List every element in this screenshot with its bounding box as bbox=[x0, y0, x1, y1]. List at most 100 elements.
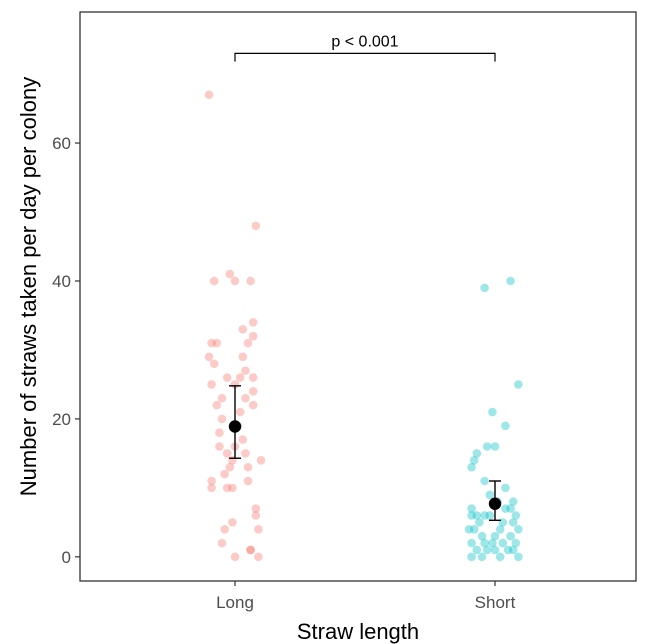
significance-label: p < 0.001 bbox=[331, 33, 398, 50]
data-point-short bbox=[506, 504, 515, 513]
data-point-long bbox=[243, 476, 253, 486]
data-point-short bbox=[490, 442, 500, 451]
data-point-long bbox=[209, 359, 219, 369]
points-layer bbox=[204, 90, 523, 562]
data-point-short bbox=[477, 552, 487, 562]
data-point-short bbox=[480, 511, 489, 520]
annotation-layer: p < 0.001 bbox=[234, 33, 496, 62]
data-point-long bbox=[251, 511, 261, 520]
data-point-long bbox=[228, 518, 237, 527]
data-point-short bbox=[467, 538, 476, 548]
data-point-long bbox=[225, 269, 235, 279]
data-point-short bbox=[472, 449, 482, 458]
data-point-long bbox=[238, 435, 248, 444]
data-point-short bbox=[508, 545, 518, 555]
data-point-short bbox=[467, 504, 476, 513]
data-point-short bbox=[467, 462, 476, 472]
data-point-short bbox=[469, 456, 479, 465]
data-point-long bbox=[246, 545, 255, 555]
data-point-long bbox=[243, 338, 253, 348]
x-tick-label: Long bbox=[216, 593, 254, 612]
data-point-short bbox=[475, 518, 484, 527]
data-point-long bbox=[241, 393, 250, 403]
data-point-short bbox=[511, 538, 521, 548]
data-point-short bbox=[488, 407, 497, 417]
data-point-short bbox=[482, 442, 492, 451]
data-point-long bbox=[230, 552, 240, 562]
data-point-long bbox=[243, 462, 253, 472]
data-point-short bbox=[490, 545, 500, 555]
data-point-long bbox=[204, 352, 214, 362]
data-point-short bbox=[480, 476, 489, 486]
data-point-short bbox=[506, 276, 515, 286]
data-point-long bbox=[246, 276, 255, 286]
data-point-short bbox=[472, 511, 482, 520]
data-point-short bbox=[501, 421, 510, 431]
y-tick-label: 60 bbox=[52, 134, 71, 153]
data-point-long bbox=[248, 318, 258, 327]
data-point-long bbox=[248, 331, 258, 341]
data-point-short bbox=[488, 538, 497, 548]
data-point-long bbox=[225, 462, 235, 472]
data-point-short bbox=[472, 545, 482, 555]
significance-bracket bbox=[234, 52, 496, 62]
data-point-long bbox=[220, 469, 229, 479]
data-point-long bbox=[251, 221, 261, 231]
data-point-long bbox=[246, 545, 255, 555]
data-point-short bbox=[485, 490, 495, 500]
data-point-long bbox=[217, 414, 227, 424]
data-point-long bbox=[248, 387, 258, 396]
data-point-long bbox=[220, 524, 229, 534]
data-point-long bbox=[222, 483, 232, 493]
y-tick-label: 40 bbox=[52, 272, 71, 291]
data-point-short bbox=[514, 552, 523, 562]
data-point-short bbox=[480, 538, 489, 548]
data-point-short bbox=[508, 497, 518, 506]
data-point-long bbox=[248, 373, 258, 382]
data-point-long bbox=[235, 373, 245, 382]
data-point-short bbox=[464, 524, 474, 534]
data-point-short bbox=[467, 511, 476, 520]
data-point-short bbox=[514, 524, 523, 534]
data-point-long bbox=[251, 504, 261, 513]
data-point-short bbox=[485, 511, 495, 520]
summary-layer bbox=[228, 385, 502, 522]
data-point-long bbox=[207, 380, 216, 389]
data-point-long bbox=[217, 393, 227, 403]
data-point-long bbox=[209, 276, 219, 286]
data-point-long bbox=[215, 428, 224, 438]
data-point-short bbox=[508, 518, 518, 527]
data-point-long bbox=[238, 324, 248, 334]
plot-panel-border bbox=[79, 11, 637, 582]
data-point-long bbox=[230, 276, 240, 286]
data-point-long bbox=[254, 552, 263, 562]
mean-point bbox=[228, 420, 242, 433]
data-point-long bbox=[222, 449, 232, 458]
data-point-long bbox=[238, 352, 248, 362]
axis-layer: 0 20 40 60 Long Short bbox=[52, 134, 516, 612]
data-point-short bbox=[490, 531, 500, 541]
data-point-long bbox=[241, 449, 250, 458]
y-tick-label: 20 bbox=[52, 410, 71, 429]
data-point-short bbox=[511, 511, 521, 520]
data-point-short bbox=[503, 545, 513, 555]
data-point-long bbox=[212, 338, 222, 348]
data-point-long bbox=[228, 483, 237, 493]
data-point-long bbox=[207, 338, 216, 348]
data-point-long bbox=[207, 483, 216, 493]
data-point-short bbox=[480, 283, 489, 293]
y-axis-title: Number of straws taken per day per colon… bbox=[16, 77, 41, 496]
x-tick-label: Short bbox=[475, 593, 516, 612]
data-point-long bbox=[222, 373, 232, 382]
data-point-long bbox=[230, 380, 240, 389]
data-point-long bbox=[256, 456, 266, 465]
data-point-short bbox=[477, 531, 487, 541]
data-point-long bbox=[212, 400, 222, 410]
data-point-long bbox=[241, 366, 250, 375]
data-point-long bbox=[217, 538, 227, 548]
data-point-long bbox=[215, 442, 224, 451]
data-point-short bbox=[514, 380, 523, 389]
x-axis-title: Straw length bbox=[297, 619, 419, 644]
data-point-long bbox=[207, 476, 216, 486]
